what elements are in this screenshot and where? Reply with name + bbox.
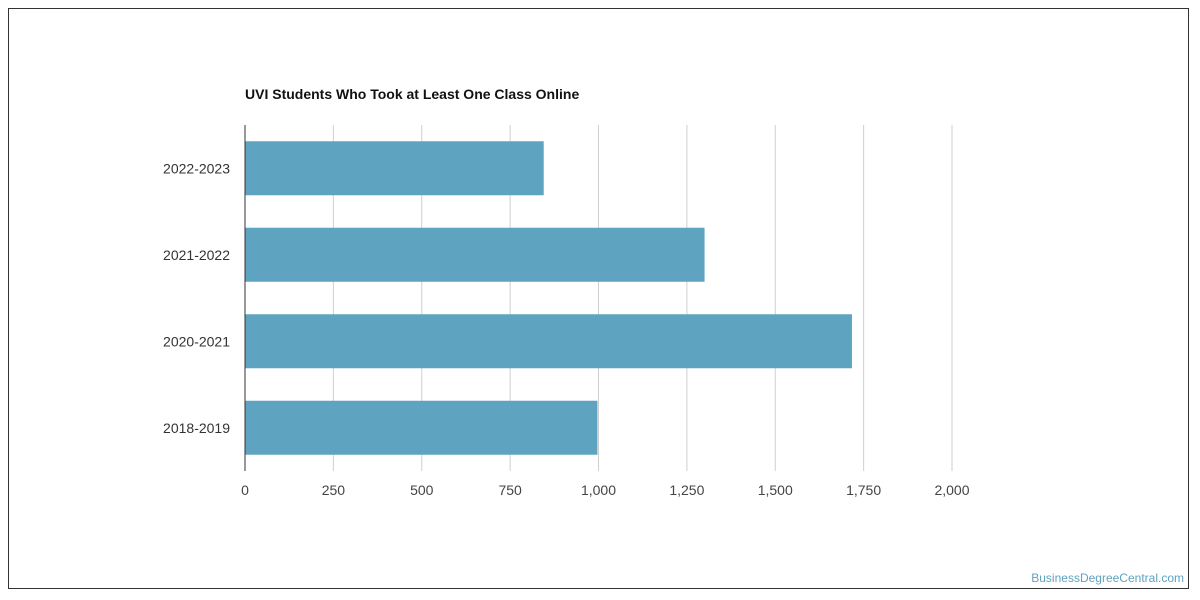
category-labels: 2022-2023 2021-2022 2020-2021 2018-2019: [163, 160, 230, 436]
chart-title: UVI Students Who Took at Least One Class…: [245, 86, 579, 102]
source-watermark: BusinessDegreeCentral.com: [1031, 571, 1184, 585]
bar: [245, 400, 598, 455]
category-label: 2021-2022: [163, 247, 230, 263]
x-tick-label: 0: [241, 482, 249, 498]
bar: [245, 314, 852, 369]
category-label: 2020-2021: [163, 333, 230, 349]
x-tick-label: 1,000: [581, 482, 616, 498]
category-label: 2022-2023: [163, 160, 230, 176]
x-tick-label: 2,000: [934, 482, 969, 498]
x-tick-label: 250: [322, 482, 346, 498]
bar: [245, 141, 544, 196]
x-tick-label: 500: [410, 482, 434, 498]
x-tick-label: 750: [498, 482, 522, 498]
bars: [245, 141, 852, 455]
bar: [245, 227, 705, 282]
x-tick-label: 1,500: [758, 482, 793, 498]
x-tick-label: 1,750: [846, 482, 881, 498]
x-tick-label: 1,250: [669, 482, 704, 498]
category-label: 2018-2019: [163, 420, 230, 436]
x-tick-labels: 0 250 500 750 1,000 1,250 1,500 1,750 2,000: [241, 482, 970, 498]
chart-frame: [8, 8, 1189, 589]
